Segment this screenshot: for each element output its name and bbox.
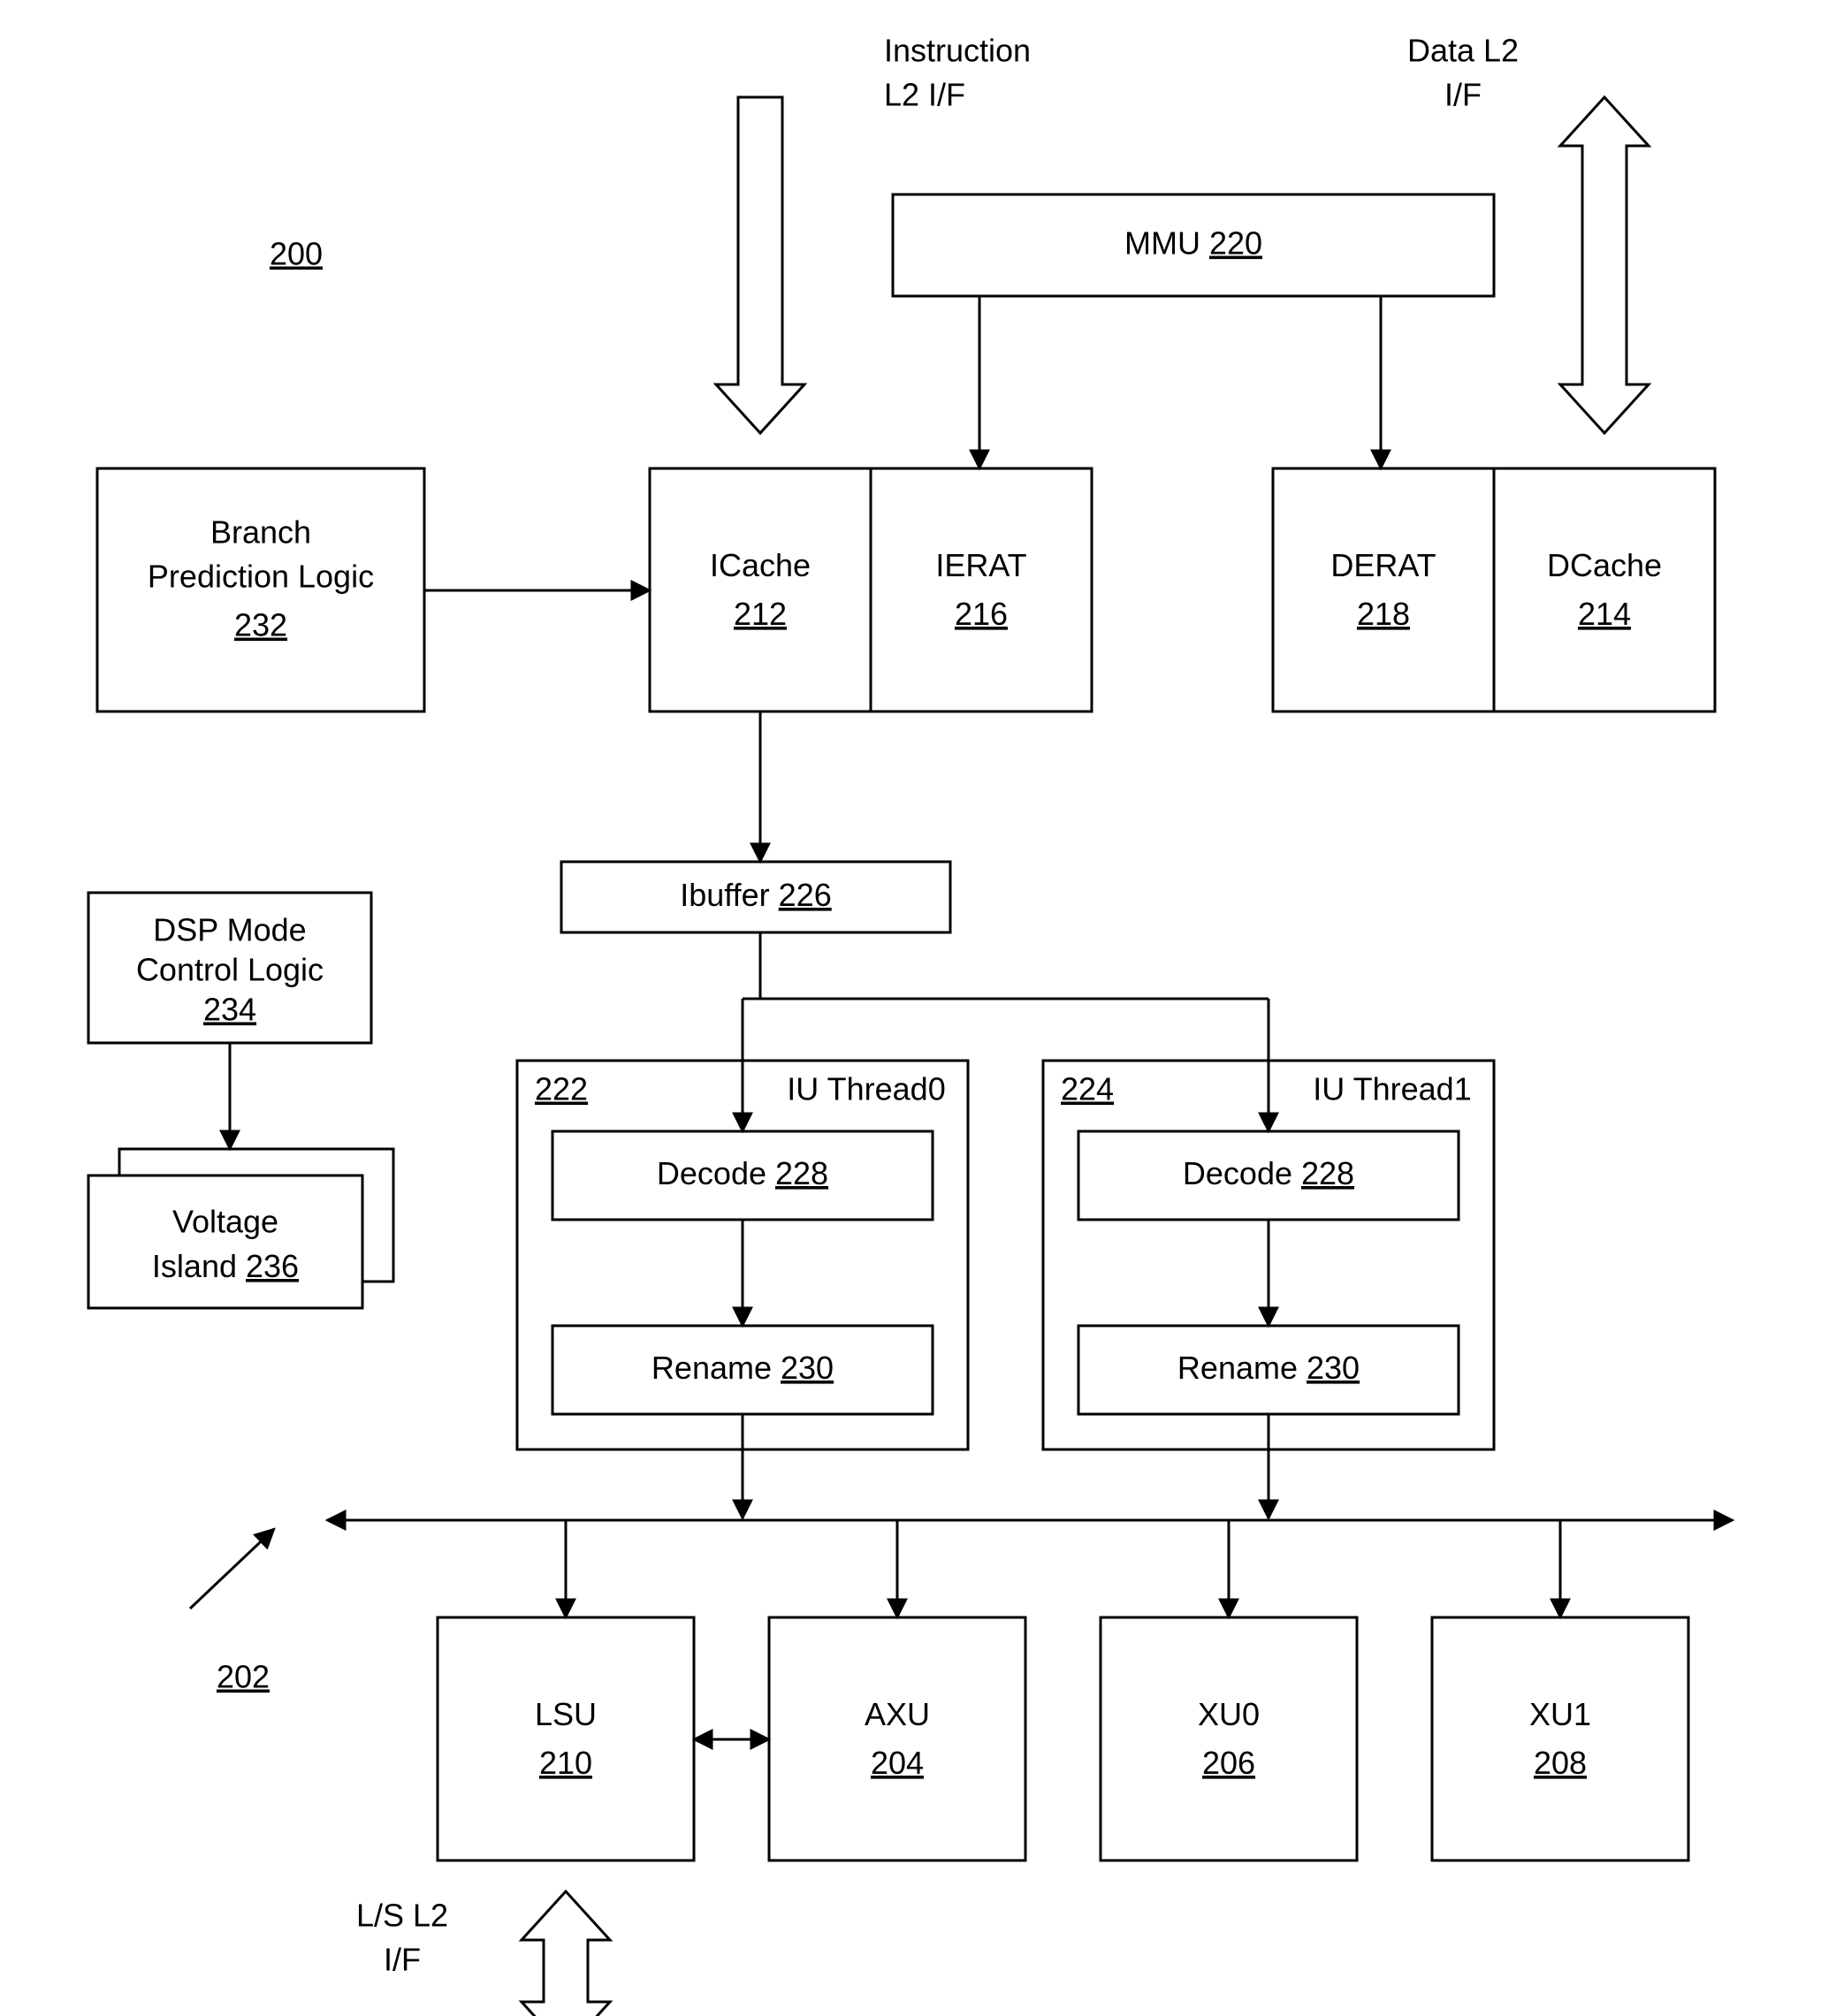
iu1-num: 224	[1061, 1071, 1114, 1107]
dsp-num: 234	[203, 992, 256, 1028]
axu-block-label: AXU	[865, 1696, 930, 1732]
ref-202-arrow	[190, 1529, 274, 1609]
data-l2-line2: I/F	[1444, 77, 1482, 113]
rename0-block-label: Rename 230	[651, 1350, 834, 1386]
branch-line2: Prediction Logic	[148, 559, 374, 595]
icache-block	[650, 468, 871, 711]
instr-down-hollow-arrow	[716, 97, 804, 433]
lsu-block-num: 210	[539, 1745, 592, 1781]
ibuffer-label: Ibuffer 226	[680, 877, 832, 913]
branch-line1: Branch	[210, 514, 311, 551]
lsu-block	[438, 1617, 694, 1860]
xu1-block-num: 208	[1534, 1745, 1587, 1781]
dsp-line2: Control Logic	[136, 952, 324, 988]
ierat-block-num: 216	[955, 596, 1008, 632]
dsp-line1: DSP Mode	[153, 912, 306, 948]
derat-block	[1273, 468, 1494, 711]
axu-block	[769, 1617, 1025, 1860]
data-updown-hollow-arrow	[1560, 97, 1649, 433]
decode1-block-label: Decode 228	[1183, 1155, 1354, 1191]
rename1-block-label: Rename 230	[1177, 1350, 1360, 1386]
ls-updown-hollow-arrow	[522, 1891, 610, 2016]
dcache-block	[1494, 468, 1715, 711]
xu0-block-num: 206	[1202, 1745, 1255, 1781]
voltage-line1: Voltage	[172, 1204, 278, 1240]
xu1-block	[1432, 1617, 1688, 1860]
ref-202: 202	[217, 1659, 270, 1695]
iu0-num: 222	[535, 1071, 588, 1107]
data-l2-line1: Data L2	[1407, 33, 1519, 69]
voltage-line2: Island 236	[152, 1248, 299, 1284]
instr-l2-line1: Instruction	[884, 33, 1031, 69]
derat-block-num: 218	[1357, 596, 1410, 632]
ls-l2-line2: I/F	[384, 1942, 421, 1978]
icache-block-num: 212	[734, 596, 787, 632]
decode0-block-label: Decode 228	[657, 1155, 828, 1191]
branch-num: 232	[234, 607, 287, 643]
xu0-block	[1101, 1617, 1357, 1860]
voltage-block	[88, 1175, 362, 1308]
iu1-label: IU Thread1	[1313, 1071, 1471, 1107]
ls-l2-line1: L/S L2	[356, 1898, 448, 1934]
iu0-label: IU Thread0	[787, 1071, 945, 1107]
mmu-label: MMU 220	[1124, 224, 1262, 261]
dcache-block-label: DCache	[1547, 547, 1662, 583]
ierat-block-label: IERAT	[935, 547, 1026, 583]
xu0-block-label: XU0	[1198, 1696, 1260, 1732]
lsu-block-label: LSU	[535, 1696, 597, 1732]
derat-block-label: DERAT	[1330, 547, 1436, 583]
xu1-block-label: XU1	[1529, 1696, 1591, 1732]
axu-block-num: 204	[871, 1745, 924, 1781]
dcache-block-num: 214	[1578, 596, 1631, 632]
ref-200: 200	[270, 236, 323, 272]
icache-block-label: ICache	[710, 547, 811, 583]
instr-l2-line2: L2 I/F	[884, 77, 965, 113]
ierat-block	[871, 468, 1092, 711]
